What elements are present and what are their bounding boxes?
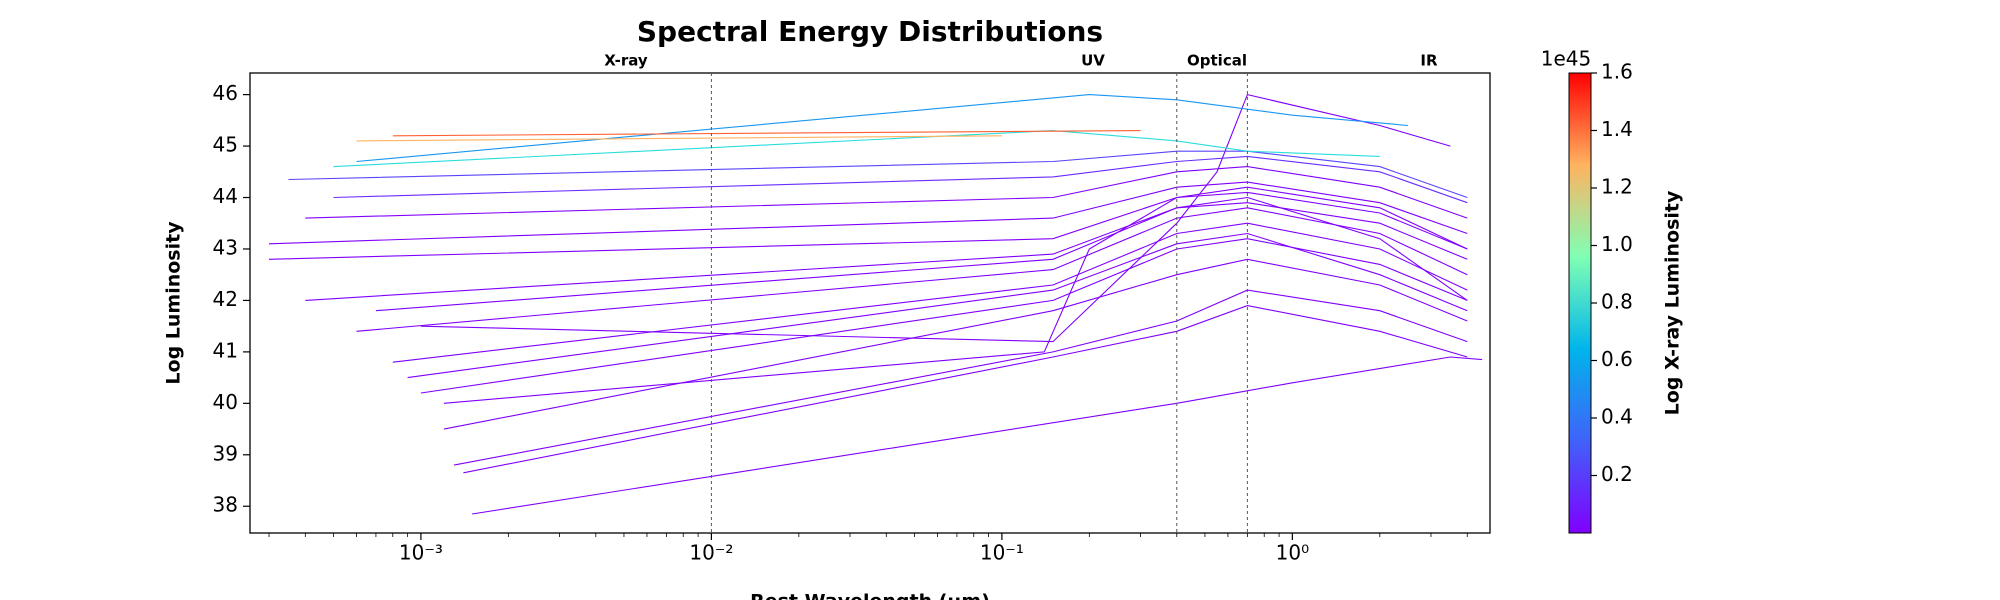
sed-line (453, 289, 1468, 466)
colorbar-tick-label: 0.4 (1601, 405, 1633, 429)
sed-line (443, 258, 1468, 430)
y-tick-label: 39 (213, 441, 238, 465)
sed-line (375, 196, 1468, 312)
colorbar-tick-label: 1.0 (1601, 232, 1633, 256)
sed-line (420, 93, 1451, 343)
sed-line (356, 135, 1002, 142)
region-label: Optical (1187, 52, 1247, 70)
y-tick-label: 41 (213, 338, 238, 362)
y-tick-label: 45 (213, 133, 238, 157)
sed-line (268, 191, 1468, 260)
colorbar-tick-label: 0.6 (1601, 347, 1633, 371)
colorbar-tick-label: 1.4 (1601, 117, 1633, 141)
sed-line (356, 207, 1468, 332)
sed-line (443, 186, 1468, 404)
sed-line (407, 232, 1468, 379)
sed-line (333, 130, 1380, 168)
sed-line (392, 130, 1141, 137)
colorbar-label: Log X-ray Luminosity (1662, 190, 1684, 415)
region-label: X-ray (604, 52, 648, 70)
chart-title: Spectral Energy Distributions (637, 15, 1103, 48)
sed-line (333, 155, 1468, 204)
sed-line (305, 166, 1468, 219)
lines (268, 93, 1483, 515)
y-tick-label: 43 (213, 235, 238, 259)
x-tick-label: 10⁰ (1276, 541, 1309, 565)
region-label: IR (1420, 52, 1438, 70)
sed-line (268, 181, 1468, 245)
colorbar-tick-label: 1.6 (1601, 60, 1633, 84)
colorbar-offset: 1e45 (1541, 47, 1591, 71)
region-label: UV (1081, 52, 1105, 70)
colorbar-tick-label: 0.2 (1601, 462, 1633, 486)
colorbar (1568, 72, 1592, 534)
x-tick-label: 10⁻¹ (980, 541, 1024, 565)
x-axis-label: Rest Wavelength (μm) (750, 591, 990, 600)
x-tick-label: 10⁻³ (399, 541, 443, 565)
plot-frame (249, 72, 1491, 534)
colorbar-tick-label: 0.8 (1601, 290, 1633, 314)
y-axis-label: Log Luminosity (163, 221, 185, 385)
colorbar-tick-label: 1.2 (1601, 175, 1633, 199)
x-tick-label: 10⁻² (689, 541, 733, 565)
sed-line (472, 356, 1483, 515)
y-tick-label: 40 (213, 390, 238, 414)
y-tick-label: 44 (213, 184, 238, 208)
sed-line (392, 222, 1468, 363)
y-tick-label: 42 (213, 287, 238, 311)
y-tick-label: 38 (213, 493, 238, 517)
sed-line (288, 150, 1468, 199)
sed-line (463, 305, 1468, 474)
sed-line (305, 202, 1468, 301)
y-tick-label: 46 (213, 81, 238, 105)
sed-line (420, 238, 1468, 394)
